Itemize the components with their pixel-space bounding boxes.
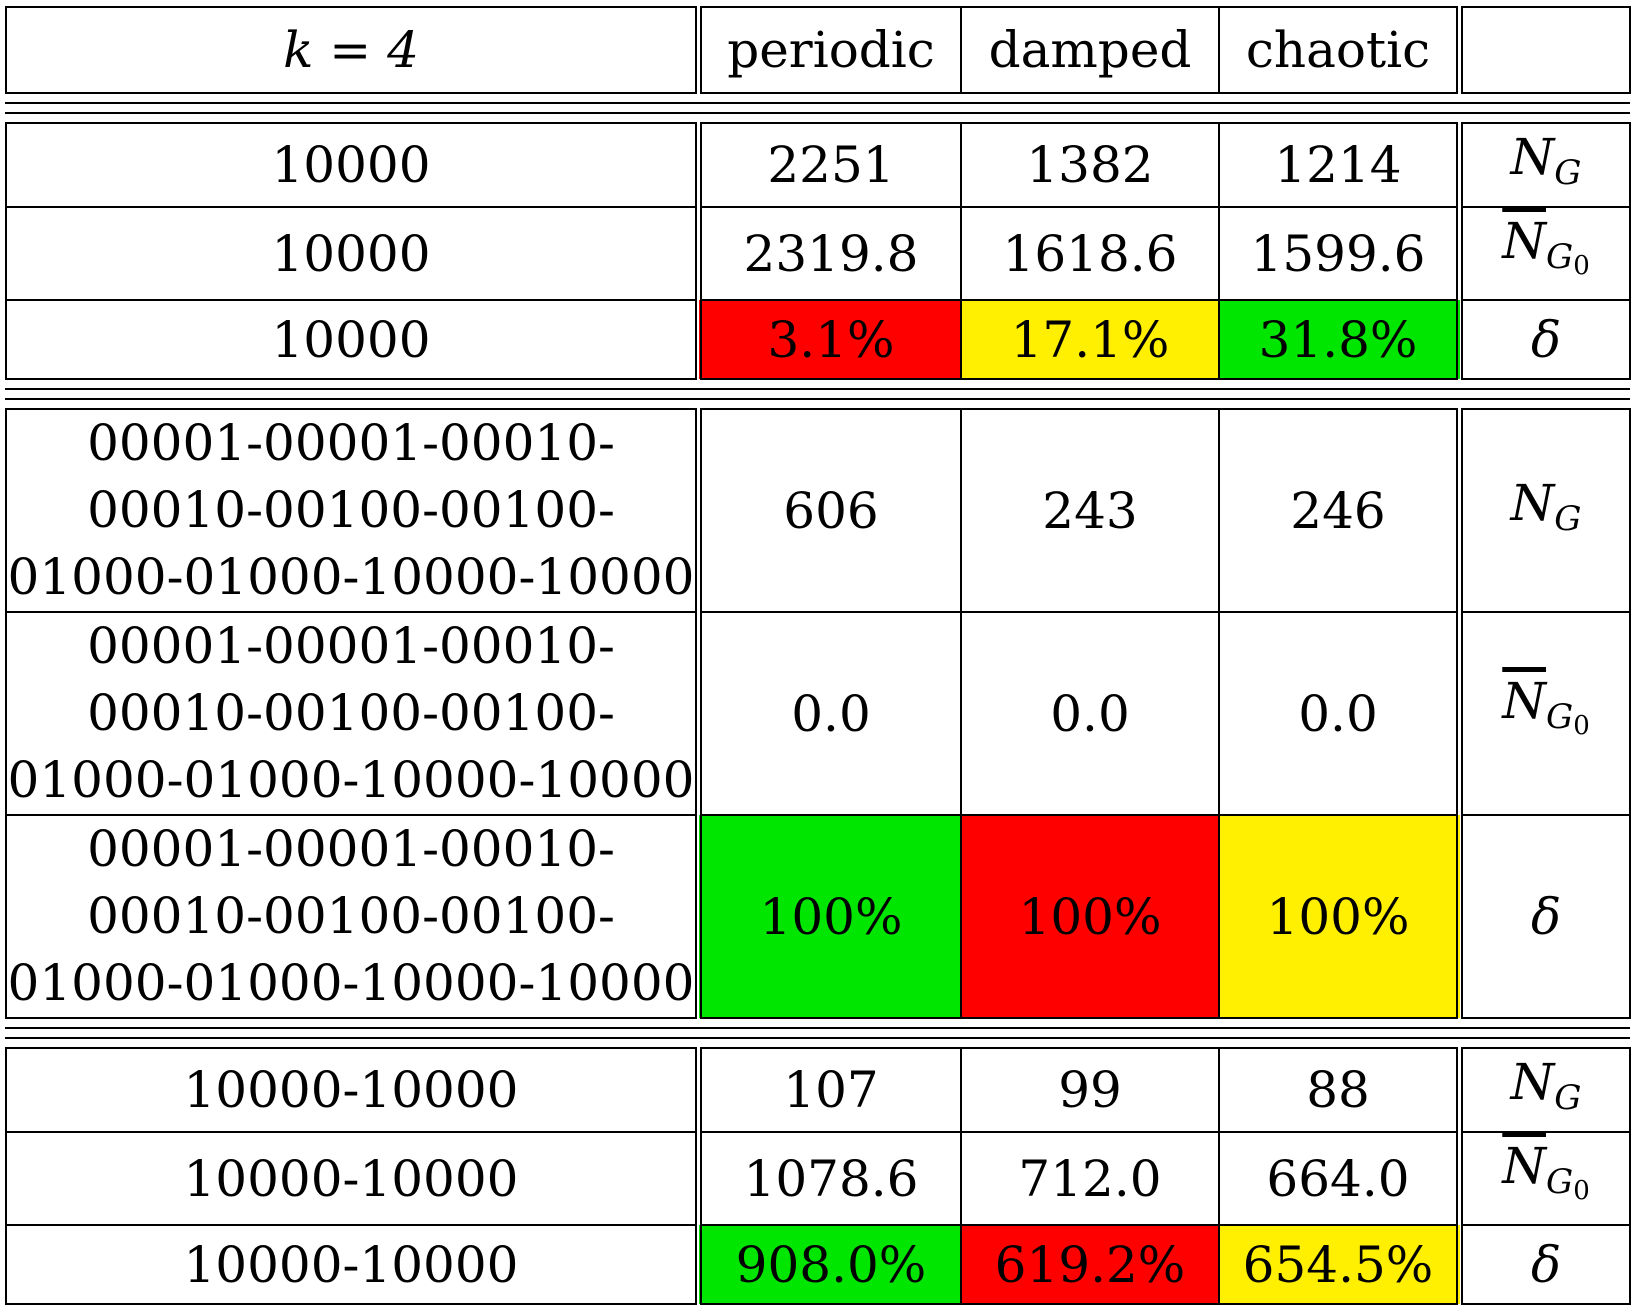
row-label: 10000-10000 [5, 1131, 702, 1226]
results-table: k = 4 periodic damped chaotic 10000 2251… [5, 6, 1631, 1305]
table-row: 00001-00001-00010- 00010-00100-00100- 01… [5, 611, 1631, 816]
cell-periodic: 606 [697, 408, 962, 613]
symbol-n-bar-g0: NG0 [1458, 206, 1631, 301]
header-row: k = 4 periodic damped chaotic [5, 6, 1631, 94]
cell-periodic: 107 [697, 1047, 962, 1133]
cell-damped: 619.2% [960, 1224, 1220, 1305]
cell-chaotic: 88 [1218, 1047, 1463, 1133]
row-label: 00001-00001-00010- 00010-00100-00100- 01… [5, 408, 702, 613]
cell-chaotic: 31.8% [1218, 299, 1463, 380]
cell-damped: 712.0 [960, 1131, 1220, 1226]
cell-periodic: 1078.6 [697, 1131, 962, 1226]
symbol-delta: δ [1458, 1224, 1631, 1305]
symbol-delta: δ [1458, 299, 1631, 380]
header-k-label: k = 4 [5, 6, 702, 94]
cell-periodic: 2319.8 [697, 206, 962, 301]
row-label: 10000 [5, 299, 702, 380]
cell-periodic: 3.1% [697, 299, 962, 380]
table-row: 00001-00001-00010- 00010-00100-00100- 01… [5, 814, 1631, 1019]
table-row: 10000-10000 107 99 88 NG [5, 1047, 1631, 1133]
symbol-n-bar-g0: NG0 [1458, 1131, 1631, 1226]
table-row: 10000 2251 1382 1214 NG [5, 122, 1631, 208]
table-row: 00001-00001-00010- 00010-00100-00100- 01… [5, 408, 1631, 613]
row-label: 00001-00001-00010- 00010-00100-00100- 01… [5, 611, 702, 816]
header-periodic: periodic [697, 6, 962, 94]
symbol-n-g: NG [1458, 408, 1631, 613]
row-label: 00001-00001-00010- 00010-00100-00100- 01… [5, 814, 702, 1019]
cell-periodic: 908.0% [697, 1224, 962, 1305]
block-3: 10000-10000 107 99 88 NG 10000-10000 107… [5, 1047, 1631, 1305]
block-separator [5, 388, 1630, 400]
header-chaotic: chaotic [1218, 6, 1463, 94]
cell-damped: 100% [960, 814, 1220, 1019]
cell-damped: 99 [960, 1047, 1220, 1133]
header-table: k = 4 periodic damped chaotic [5, 6, 1631, 94]
cell-periodic: 2251 [697, 122, 962, 208]
cell-chaotic: 0.0 [1218, 611, 1463, 816]
block-2: 00001-00001-00010- 00010-00100-00100- 01… [5, 408, 1631, 1019]
cell-chaotic: 664.0 [1218, 1131, 1463, 1226]
cell-periodic: 0.0 [697, 611, 962, 816]
block-separator [5, 102, 1630, 114]
cell-chaotic: 1214 [1218, 122, 1463, 208]
table-row: 10000 3.1% 17.1% 31.8% δ [5, 299, 1631, 380]
header-damped: damped [960, 6, 1220, 94]
symbol-n-g: NG [1458, 122, 1631, 208]
row-label: 10000 [5, 206, 702, 301]
symbol-n-bar-g0: NG0 [1458, 611, 1631, 816]
block-1: 10000 2251 1382 1214 NG 10000 2319.8 161… [5, 122, 1631, 380]
cell-damped: 0.0 [960, 611, 1220, 816]
block-separator [5, 1027, 1630, 1039]
cell-chaotic: 246 [1218, 408, 1463, 613]
cell-chaotic: 654.5% [1218, 1224, 1463, 1305]
table-row: 10000-10000 1078.6 712.0 664.0 NG0 [5, 1131, 1631, 1226]
cell-periodic: 100% [697, 814, 962, 1019]
header-symbol-blank [1458, 6, 1631, 94]
cell-chaotic: 100% [1218, 814, 1463, 1019]
cell-damped: 17.1% [960, 299, 1220, 380]
table-row: 10000-10000 908.0% 619.2% 654.5% δ [5, 1224, 1631, 1305]
row-label: 10000 [5, 122, 702, 208]
table-row: 10000 2319.8 1618.6 1599.6 NG0 [5, 206, 1631, 301]
row-label: 10000-10000 [5, 1047, 702, 1133]
row-label: 10000-10000 [5, 1224, 702, 1305]
symbol-n-g: NG [1458, 1047, 1631, 1133]
cell-damped: 243 [960, 408, 1220, 613]
cell-damped: 1618.6 [960, 206, 1220, 301]
cell-damped: 1382 [960, 122, 1220, 208]
cell-chaotic: 1599.6 [1218, 206, 1463, 301]
symbol-delta: δ [1458, 814, 1631, 1019]
